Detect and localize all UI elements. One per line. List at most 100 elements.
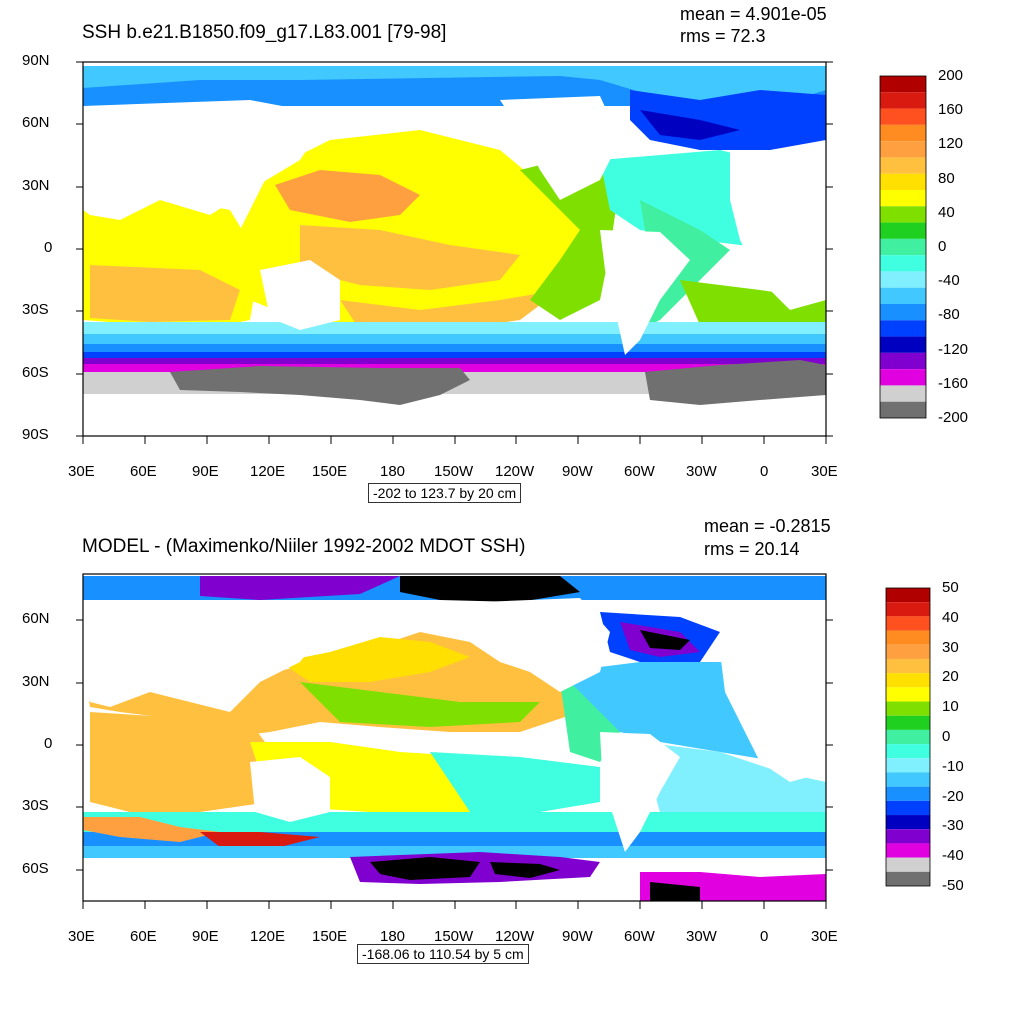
lon-label: 150E [312, 928, 348, 945]
colorbar-tick-label: 30 [942, 638, 959, 656]
lon-label: 30W [686, 928, 717, 945]
colorbar-cell [886, 871, 930, 886]
colorbar-tick-label: 40 [938, 203, 955, 221]
colorbar-tick-label: -200 [938, 409, 969, 426]
colorbar-tick-label: -160 [938, 374, 969, 392]
lon-label: 180 [380, 928, 406, 945]
ssh-map [76, 61, 927, 444]
land-mask [83, 598, 826, 852]
colorbar-cell [886, 658, 930, 674]
colorbar-cell [880, 385, 926, 402]
lon-label: 30E [811, 463, 838, 480]
lon-label: 30W [686, 463, 717, 480]
rms-stat: rms = 72.3 [680, 26, 766, 46]
colorbar-tick-label: 0 [942, 728, 951, 745]
lat-ticks [76, 61, 833, 437]
colorbar-cell [880, 336, 926, 353]
colorbar-tick-label: 40 [942, 608, 959, 626]
lon-label: 120W [495, 463, 535, 480]
contour-range-note: -202 to 123.7 by 20 cm [368, 483, 522, 503]
lon-label: 60E [130, 463, 157, 480]
lon-label: 0 [760, 463, 769, 480]
colorbar-tick-label: -30 [942, 817, 964, 835]
colorbar-tick-label: 160 [938, 101, 964, 119]
colorbar-cell [886, 588, 930, 603]
mean-stat: mean = -0.2815 [704, 516, 831, 536]
colorbar-cell [886, 616, 930, 631]
colorbar-cell [880, 271, 926, 288]
lon-label: 90W [562, 463, 593, 480]
lat-label: 60N [22, 114, 50, 131]
lat-ticks [76, 619, 833, 871]
lat-label: 0 [44, 239, 53, 256]
colorbar-tick-label: 50 [942, 579, 959, 596]
lon-ticks [82, 436, 827, 444]
colorbar-tick-label: 20 [942, 668, 959, 686]
lat-label: 30S [22, 301, 49, 318]
colorbar-tick-label: -40 [942, 847, 964, 865]
mean-stat: mean = 4.901e-05 [680, 4, 827, 24]
colorbar-tick-label: -20 [942, 787, 964, 805]
lon-label: 180 [380, 463, 406, 480]
colorbar-tick-label: 0 [938, 238, 947, 255]
lat-label: 90S [22, 426, 49, 443]
colorbar-cell [886, 673, 930, 688]
colorbar-tick-label: -120 [938, 340, 969, 358]
colorbar-tick-label: 200 [938, 67, 964, 84]
colorbar-cell [880, 141, 926, 158]
difference-field [83, 574, 826, 901]
colorbar-tick-label: 80 [938, 169, 955, 187]
colorbar-cell [886, 630, 930, 645]
colorbar-tick-label: -50 [942, 877, 964, 894]
land-mask [83, 96, 826, 355]
colorbar-cell [880, 304, 926, 321]
colorbar-tick-label: -40 [938, 272, 960, 290]
rms-stat: rms = 20.14 [704, 539, 800, 559]
colorbar-cell [886, 772, 930, 787]
lon-label: 150W [434, 463, 474, 480]
ssh-panel: SSH b.e21.B1850.f09_g17.L83.001 [79-98] … [22, 4, 969, 503]
lon-label: 30E [68, 928, 95, 945]
colorbar-cell [880, 108, 926, 125]
lon-ticks [82, 901, 827, 909]
colorbar-cell [880, 369, 926, 386]
lon-label: 120W [495, 928, 535, 945]
colorbar-cell [886, 815, 930, 830]
lat-label: 90N [22, 52, 50, 69]
colorbar-cell [880, 352, 926, 370]
colorbar-cell [886, 843, 930, 858]
colorbar-cell [880, 222, 926, 239]
colorbar-cell [880, 190, 926, 207]
lon-label: 60W [624, 463, 655, 480]
colorbar [879, 75, 927, 419]
panel-title: MODEL - (Maximenko/Niiler 1992-2002 MDOT… [82, 536, 526, 557]
colorbar-cell [886, 687, 930, 702]
colorbar-cell [880, 401, 926, 418]
colorbar-cell [886, 857, 930, 872]
colorbar-cell [880, 92, 926, 109]
colorbar-frame [879, 75, 927, 419]
lat-label: 30N [22, 673, 50, 690]
colorbar-cell [880, 320, 926, 337]
colorbar-cell [886, 758, 930, 773]
lon-label: 90E [192, 463, 219, 480]
difference-map [76, 573, 931, 909]
lon-label: 0 [760, 928, 769, 945]
colorbar-cell [880, 157, 926, 174]
colorbar-cell [886, 715, 930, 730]
colorbar-cell [886, 602, 930, 617]
colorbar-tick-label: 10 [942, 698, 959, 716]
colorbar-cell [880, 287, 926, 304]
colorbar-frame [885, 587, 931, 887]
lat-label: 60S [22, 364, 49, 381]
lon-label: 60W [624, 928, 655, 945]
lat-label: 30S [22, 797, 49, 814]
lon-label: 120E [250, 463, 286, 480]
lon-label: 30E [68, 463, 95, 480]
colorbar-cell [880, 124, 926, 142]
colorbar-cell [886, 644, 930, 659]
lat-label: 60N [22, 610, 50, 627]
panel-title: SSH b.e21.B1850.f09_g17.L83.001 [79-98] [82, 22, 447, 43]
lat-label: 30N [22, 177, 50, 194]
colorbar-cell [880, 238, 926, 256]
